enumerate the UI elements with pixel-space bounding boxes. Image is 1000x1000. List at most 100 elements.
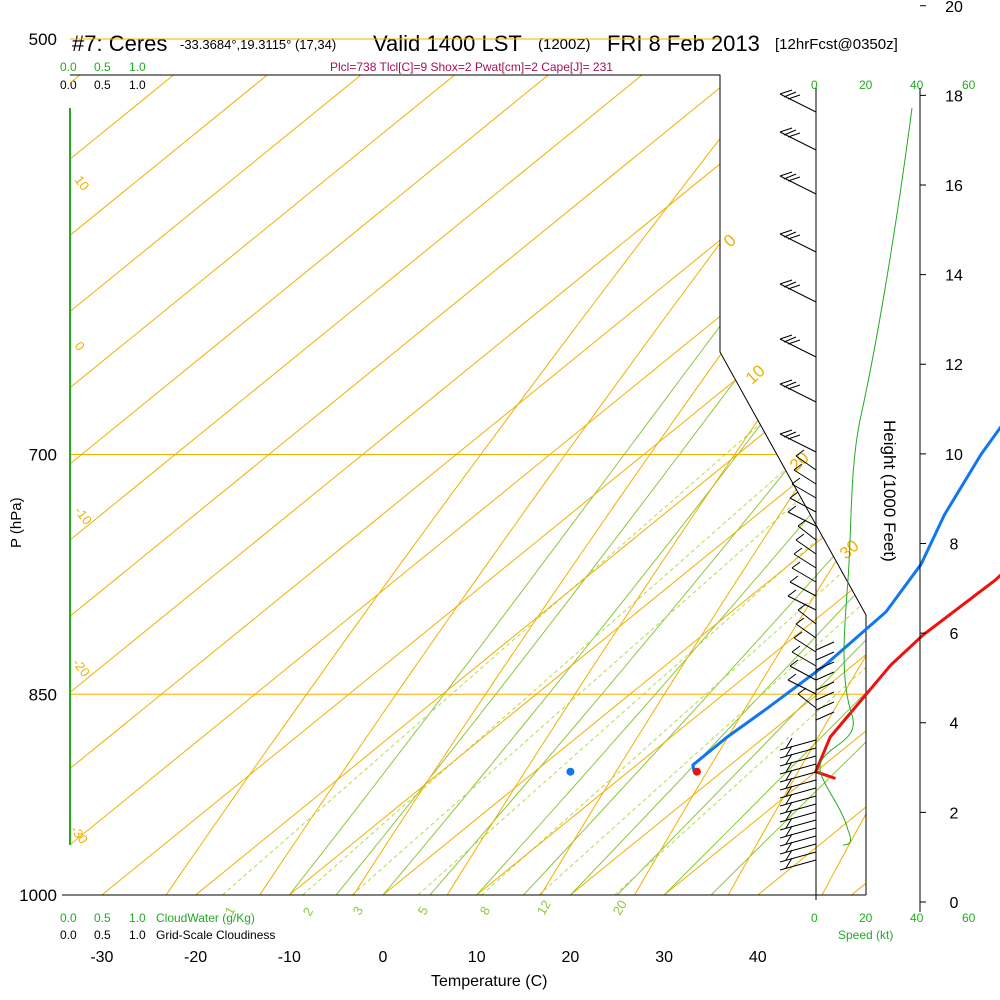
sounding-profiles [566,425,1000,780]
isotherm-label: 0 [720,231,740,251]
isotherm-line [757,75,866,895]
height-axis-label: Height (1000 Feet) [880,420,899,562]
scale-label: 0.0 [60,911,77,925]
scale-label: 0.0 [60,60,77,74]
wind-barb [779,229,817,253]
wind-barb [779,279,817,303]
cloudwater-top-scale: 0.0 0.5 1.0 [60,60,146,74]
temperature-tick-label: 40 [749,949,767,966]
wind-barb [797,603,817,625]
scale-label: 0.5 [94,78,111,92]
wind-barb [787,673,817,695]
station-title: #7: Ceres [72,31,167,56]
wind-barb [779,769,817,783]
height-axis-ticks: 02468101214161820222426283032 [920,0,963,912]
dry-adiabat-line [727,75,866,895]
pressure-axis-ticks: 2503004005007008501000 [19,30,57,905]
wind-barb [779,753,817,767]
wind-barb [779,761,817,775]
wind-barb [795,617,817,639]
height-tick-label: 0 [950,895,959,912]
surface-dewpoint-dot [566,767,575,776]
speed-axis-label: Speed (kt) [838,928,893,942]
isotherm-line [288,75,866,895]
wind-barbs [779,89,835,871]
wind-barb [779,793,817,807]
scale-label: 1.0 [129,78,146,92]
speed-tick: 20 [859,78,873,92]
isotherm-line [70,75,866,895]
wind-barb [791,645,817,667]
wind-barb [815,651,835,661]
isotherm-line [70,75,866,895]
wind-barb [779,809,817,823]
speed-profile-line [819,107,913,846]
height-tick-label: 14 [945,268,963,285]
valid-time: Valid 1400 LST [373,31,522,56]
mixing-ratio-label: 12 [534,897,554,917]
wind-barb [815,681,835,691]
isotherm-label: 20 [786,448,813,475]
height-tick-label: 12 [945,357,963,374]
mixing-ratio-label: 20 [610,897,630,917]
cloudwater-bottom-scale: 0.0 0.5 1.0 CloudWater (g/Kg) [60,911,255,925]
isotherm-label: -10 [72,504,95,528]
wind-barb [779,849,817,863]
wind-barb [815,671,835,681]
dry-adiabats [165,75,866,895]
isotherm-line [382,75,866,895]
wind-barb [779,429,817,453]
height-tick-label: 10 [945,447,963,464]
cloudiness-bottom-scale: 0.0 0.5 1.0 Grid-Scale Cloudiness [60,928,275,942]
location-text: -33.3684°,19.3115° (17,34) [180,37,336,52]
speed-tick: 60 [962,78,976,92]
isotherm-line [101,75,866,895]
height-tick-label: 16 [945,178,963,195]
isotherm-line [476,75,866,895]
scale-label: 0.5 [94,928,111,942]
height-tick-label: 2 [950,805,959,822]
speed-tick: 40 [910,78,924,92]
temperature-axis-label: Temperature (C) [431,973,547,990]
wind-barb [789,575,817,597]
moist-adiabat-line [335,75,866,895]
isotherm-line [70,75,866,895]
dry-adiabat-line [259,75,866,895]
cloudiness-top-scale: 0.0 0.5 1.0 [60,78,146,92]
temperature-axis-ticks: -30 -20 -10 0 10 20 30 40 [90,949,766,966]
wind-barb [793,631,817,653]
isotherm-line [70,75,866,895]
speed-tick: 60 [962,911,976,925]
moist-adiabat-line [570,75,866,895]
temperature-tick-label: 30 [655,949,673,966]
dewpoint-profile [691,425,1000,772]
speed-tick: 0 [811,911,818,925]
temperature-tick-label: -20 [184,949,207,966]
surface-temperature-dot [692,767,701,776]
forecast-text: [12hrFcst@0350z] [775,36,898,53]
wind-barb [779,801,817,815]
height-tick-label: 8 [950,536,959,553]
isotherm-line [70,75,866,895]
mixing-ratio-label: 2 [300,905,317,919]
height-tick-label: 6 [950,626,959,643]
scale-label: 0.0 [60,78,77,92]
wind-barb [815,661,835,671]
wind-barb [791,477,817,499]
wind-barb [815,641,835,651]
temperature-profile [813,573,1000,780]
moist-adiabat-line [616,75,866,895]
dry-adiabat-line [634,75,866,895]
wind-barb [779,745,817,759]
temperature-tick-label: -30 [90,949,113,966]
wind-barb [797,687,817,709]
mixing-ratio-line [417,75,866,895]
pressure-tick-label: 1000 [19,886,57,905]
mixing-ratio-line [351,75,866,895]
scale-label: 1.0 [129,60,146,74]
speed-tick: 0 [811,78,818,92]
pressure-tick-label: 700 [29,446,57,465]
speed-scale-bottom: 0 20 40 60 Speed (kt) [811,911,976,942]
